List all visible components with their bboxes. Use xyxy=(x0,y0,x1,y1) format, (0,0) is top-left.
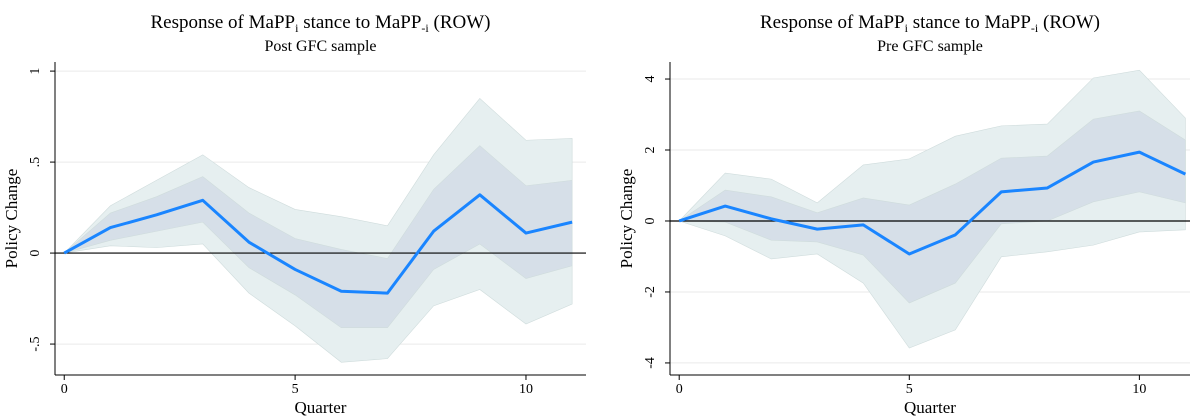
y-axis-label: Policy Change xyxy=(2,169,21,269)
y-tick-label: 1 xyxy=(28,68,43,75)
y-tick-label: -.5 xyxy=(28,336,43,351)
confidence-band xyxy=(678,110,1186,304)
title-part: (ROW) xyxy=(1038,12,1100,33)
y-tick-label: -4 xyxy=(643,357,658,369)
y-tick-label: 0 xyxy=(28,250,43,257)
chart-subtitle: Post GFC sample xyxy=(264,38,376,55)
title-subscript: i xyxy=(905,21,909,35)
x-tick-label: 5 xyxy=(292,382,299,397)
title-part: (ROW) xyxy=(429,12,491,33)
x-tick-label: 5 xyxy=(906,382,913,397)
y-tick-label: -2 xyxy=(643,286,658,298)
chart-title: Response of MaPPi stance to MaPP-i (ROW) xyxy=(150,12,490,35)
x-tick-label: 0 xyxy=(676,382,683,397)
response-line xyxy=(678,150,1187,256)
title-part: stance to MaPP xyxy=(298,12,421,33)
response-line xyxy=(63,193,573,295)
y-tick-label: 2 xyxy=(643,147,658,154)
x-axis-label: Quarter xyxy=(295,398,347,417)
y-tick-label: 4 xyxy=(643,76,658,83)
x-tick-label: 10 xyxy=(519,382,533,397)
title-part: Response of MaPP xyxy=(760,12,905,33)
y-tick-label: 0 xyxy=(643,217,658,224)
title-subscript: i xyxy=(295,21,299,35)
y-tick-label: .5 xyxy=(28,157,43,168)
chart-subtitle: Pre GFC sample xyxy=(877,38,983,55)
title-part: Response of MaPP xyxy=(150,12,295,33)
x-tick-label: 10 xyxy=(1132,382,1146,397)
title-part: stance to MaPP xyxy=(908,12,1031,33)
chart-title: Response of MaPPi stance to MaPP-i (ROW) xyxy=(760,12,1100,35)
x-tick-label: 0 xyxy=(61,382,68,397)
x-axis-label: Quarter xyxy=(904,398,956,417)
title-subscript: -i xyxy=(421,21,429,35)
title-subscript: -i xyxy=(1031,21,1039,35)
y-axis-label: Policy Change xyxy=(617,169,636,269)
